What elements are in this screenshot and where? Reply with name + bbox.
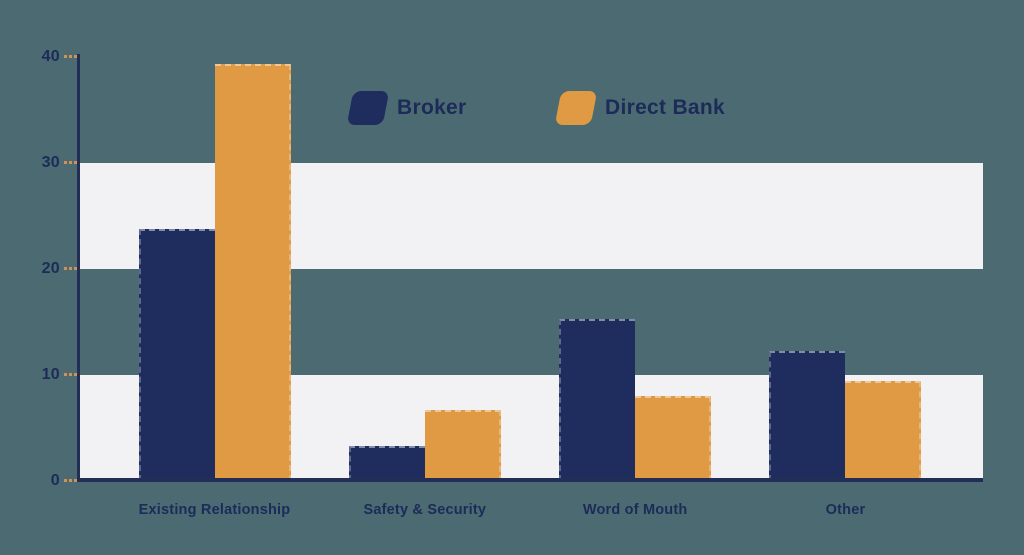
bar-direct-bank-safety-and-security bbox=[424, 409, 501, 481]
y-axis-tick bbox=[64, 161, 77, 164]
x-axis-line bbox=[77, 478, 983, 482]
bar-direct-bank-other bbox=[845, 381, 922, 481]
y-axis-tick-label: 40 bbox=[41, 48, 60, 65]
y-axis-tick-label: 30 bbox=[41, 154, 60, 171]
y-axis-tick bbox=[64, 55, 77, 58]
y-axis-tick bbox=[64, 479, 77, 482]
legend-item-broker: Broker bbox=[346, 91, 467, 125]
legend-item-direct-bank: Direct Bank bbox=[554, 91, 726, 125]
y-axis-tick-label: 0 bbox=[50, 472, 60, 489]
x-axis-label-word-of-mouth: Word of Mouth bbox=[582, 502, 688, 518]
x-axis-label-other: Other bbox=[825, 502, 866, 518]
x-axis-label-existing-relationship: Existing Relationship bbox=[138, 502, 291, 518]
y-axis-tick-label: 10 bbox=[41, 366, 60, 383]
legend-label-direct-bank: Direct Bank bbox=[605, 96, 726, 119]
y-axis-tick bbox=[64, 373, 77, 376]
bar-broker-word-of-mouth bbox=[559, 318, 636, 481]
y-axis-line bbox=[77, 54, 80, 482]
bar-direct-bank-existing-relationship bbox=[214, 64, 291, 481]
bar-direct-bank-word-of-mouth bbox=[635, 396, 712, 481]
bar-broker-other bbox=[769, 350, 846, 481]
direct-bank-legend-swatch-icon bbox=[554, 91, 598, 125]
y-axis-tick bbox=[64, 267, 77, 270]
broker-legend-swatch-icon bbox=[346, 91, 390, 125]
y-axis-tick-label: 20 bbox=[41, 260, 60, 277]
bar-broker-safety-and-security bbox=[348, 446, 425, 481]
bar-broker-existing-relationship bbox=[138, 228, 215, 481]
x-axis-label-safety-and-security: Safety & Security bbox=[363, 502, 487, 518]
legend-label-broker: Broker bbox=[397, 96, 467, 119]
